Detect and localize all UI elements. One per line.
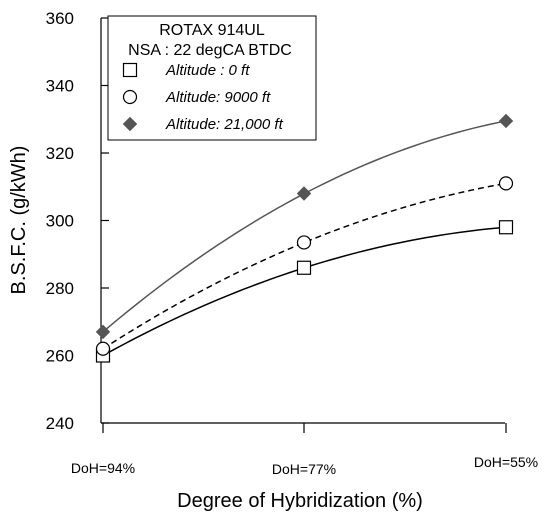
x-tick-label: DoH=94% [71, 460, 135, 476]
legend-box [107, 15, 317, 141]
y-tick-label: 240 [46, 414, 74, 433]
legend-title-line-1: ROTAX 914UL [159, 22, 265, 39]
y-tick-label: 340 [46, 77, 74, 96]
legend-label: Altitude : 0 ft [165, 62, 250, 79]
legend-label: Altitude: 9000 ft [165, 89, 271, 106]
series-markers [95, 113, 514, 363]
data-point-series-1 [296, 260, 312, 275]
legend-title-line-2: NSA : 22 degCA BTDC [128, 42, 292, 59]
x-axis-title: Degree of Hybridization (%) [177, 490, 423, 512]
y-tick-label: 300 [46, 212, 74, 231]
legend-marker-1 [122, 62, 138, 78]
y-ticks: 240 260 280 300 320 340 360 [46, 9, 109, 433]
data-point-series-1 [498, 220, 514, 235]
y-tick-label: 320 [46, 144, 74, 163]
y-tick-label: 280 [46, 279, 74, 298]
series-line-3 [102, 120, 507, 333]
data-point-series-3 [95, 324, 111, 340]
data-point-series-2 [296, 235, 312, 250]
data-point-series-3 [498, 113, 514, 129]
data-point-series-2 [95, 341, 111, 356]
legend-label: Altitude: 21,000 ft [165, 116, 284, 133]
legend-marker-3 [122, 116, 138, 132]
legend-marker-2 [122, 89, 138, 105]
y-tick-label: 360 [46, 9, 74, 28]
legend: ROTAX 914UL NSA : 22 degCA BTDC Altitude… [107, 15, 317, 141]
y-tick-label: 260 [46, 347, 74, 366]
x-ticks: DoH=94% DoH=77% DoH=55% [71, 423, 538, 477]
x-tick-label: DoH=77% [272, 461, 336, 477]
x-tick-label: DoH=55% [474, 454, 538, 470]
data-point-series-3 [296, 186, 312, 201]
data-point-series-2 [498, 176, 514, 191]
y-axis-title: B.S.F.C. (g/kWh) [8, 146, 30, 295]
